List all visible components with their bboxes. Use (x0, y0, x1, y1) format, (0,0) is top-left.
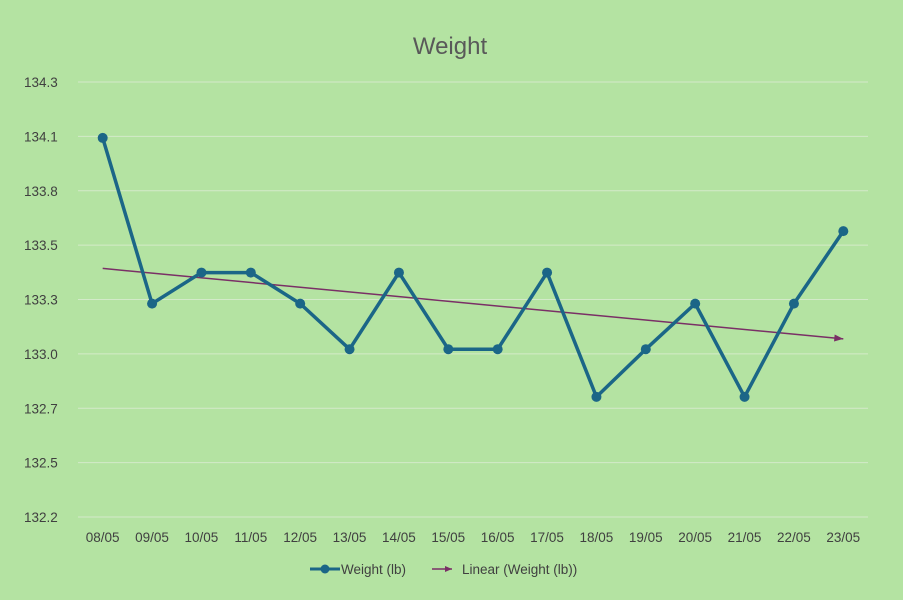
x-tick-label: 15/05 (431, 530, 465, 545)
data-point (196, 267, 207, 278)
data-point (838, 226, 849, 237)
x-tick-label: 21/05 (728, 530, 762, 545)
x-axis-tick-labels: 08/05 09/05 10/05 11/05 12/05 13/05 14/05 15/05… (86, 530, 860, 545)
data-point (690, 298, 701, 309)
x-tick-label: 10/05 (185, 530, 219, 545)
data-point (542, 267, 553, 278)
x-tick-label: 09/05 (135, 530, 169, 545)
y-tick-label: 133.0 (24, 347, 58, 362)
x-tick-label: 17/05 (530, 530, 564, 545)
x-tick-label: 12/05 (283, 530, 317, 545)
y-axis-tick-labels: 134.3 134.1 133.8 133.5 133.3 133.0 132.7 132.5… (24, 75, 58, 525)
x-tick-label: 20/05 (678, 530, 712, 545)
x-tick-label: 11/05 (234, 530, 267, 545)
series-line (101, 137, 845, 399)
y-tick-label: 133.5 (24, 238, 58, 253)
x-tick-label: 14/05 (382, 530, 416, 545)
trendline-arrow-icon (834, 334, 844, 342)
data-point (591, 391, 602, 402)
data-point (788, 298, 799, 309)
x-tick-label: 13/05 (333, 530, 367, 545)
data-point (393, 267, 404, 278)
y-tick-label: 133.8 (24, 184, 58, 199)
legend-weight-marker (320, 564, 330, 574)
trendline (102, 267, 844, 340)
x-tick-label: 18/05 (580, 530, 614, 545)
data-point (147, 298, 158, 309)
y-tick-label: 134.1 (24, 129, 58, 144)
data-point (739, 391, 750, 402)
data-point (245, 267, 256, 278)
data-point (97, 132, 108, 143)
y-tick-label: 133.3 (24, 293, 58, 308)
legend-trendline-label: Linear (Weight (lb)) (462, 562, 577, 577)
y-tick-label: 132.2 (24, 510, 58, 525)
data-point (640, 344, 651, 355)
legend-weight-label: Weight (lb) (341, 562, 406, 577)
legend: Weight (lb) Linear (Weight (lb)) (310, 562, 577, 577)
data-point (443, 344, 454, 355)
y-tick-label: 134.3 (24, 75, 58, 90)
x-tick-label: 16/05 (481, 530, 515, 545)
data-point (295, 298, 306, 309)
series-group (97, 132, 849, 402)
y-tick-label: 132.7 (24, 401, 58, 416)
legend-trendline-arrow-icon (445, 566, 452, 572)
y-tick-label: 132.5 (24, 456, 58, 471)
x-tick-label: 08/05 (86, 530, 120, 545)
x-tick-label: 23/05 (826, 530, 860, 545)
x-tick-label: 22/05 (777, 530, 811, 545)
data-point (492, 344, 503, 355)
gridlines (78, 81, 868, 518)
trendline-group (102, 267, 844, 342)
x-tick-label: 19/05 (629, 530, 663, 545)
data-point (344, 344, 355, 355)
chart-title: Weight (413, 33, 488, 60)
